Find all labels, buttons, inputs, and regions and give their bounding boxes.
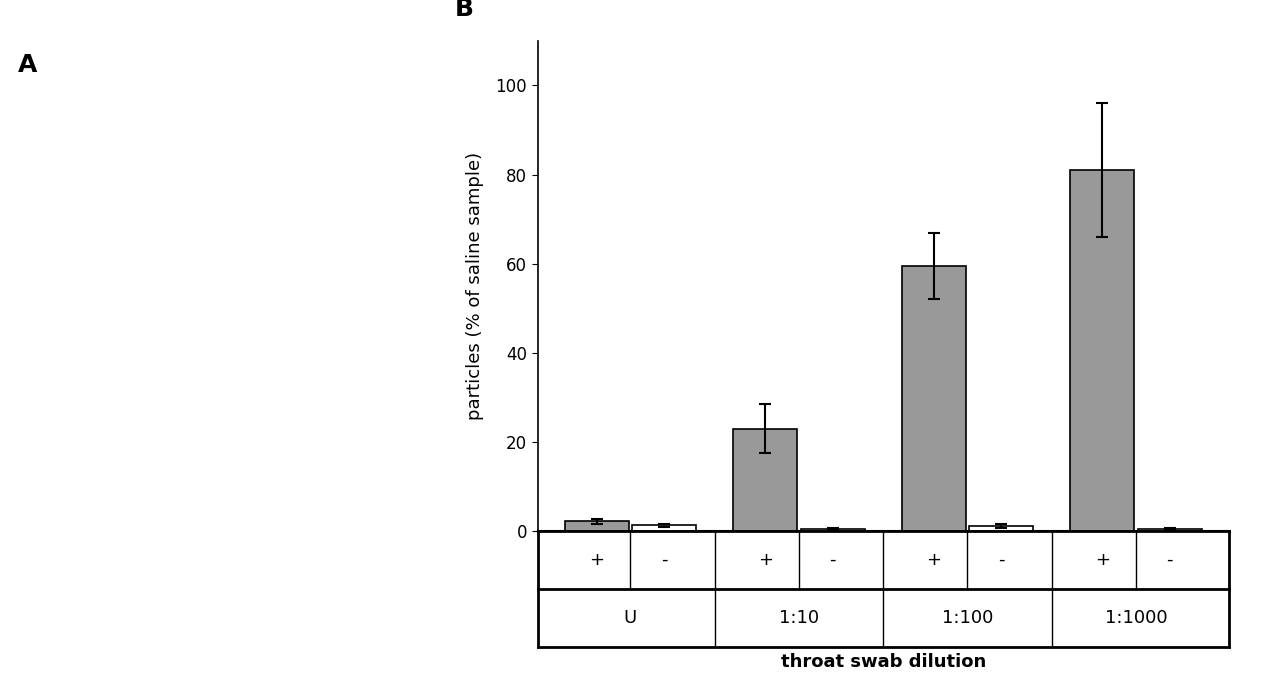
Text: B: B	[454, 0, 474, 21]
Bar	[901, 266, 966, 531]
Bar	[969, 526, 1033, 531]
Bar	[733, 428, 797, 531]
Text: +: +	[927, 551, 941, 569]
Text: -: -	[1166, 551, 1172, 569]
Text: +: +	[758, 551, 773, 569]
Bar	[800, 529, 865, 531]
Text: 1:10: 1:10	[778, 609, 819, 627]
Text: +: +	[1094, 551, 1110, 569]
Bar	[564, 522, 628, 531]
Text: 1:100: 1:100	[942, 609, 993, 627]
Text: -: -	[829, 551, 836, 569]
Text: throat swab dilution: throat swab dilution	[781, 652, 986, 671]
Text: -: -	[660, 551, 667, 569]
Text: 1:1000: 1:1000	[1105, 609, 1167, 627]
Y-axis label: particles (% of saline sample): particles (% of saline sample)	[466, 152, 484, 420]
Text: A: A	[18, 53, 37, 77]
Text: U: U	[623, 609, 637, 627]
Bar	[1070, 170, 1134, 531]
Text: -: -	[998, 551, 1005, 569]
Bar	[632, 525, 696, 531]
Text: +: +	[589, 551, 604, 569]
Bar	[1138, 529, 1202, 531]
